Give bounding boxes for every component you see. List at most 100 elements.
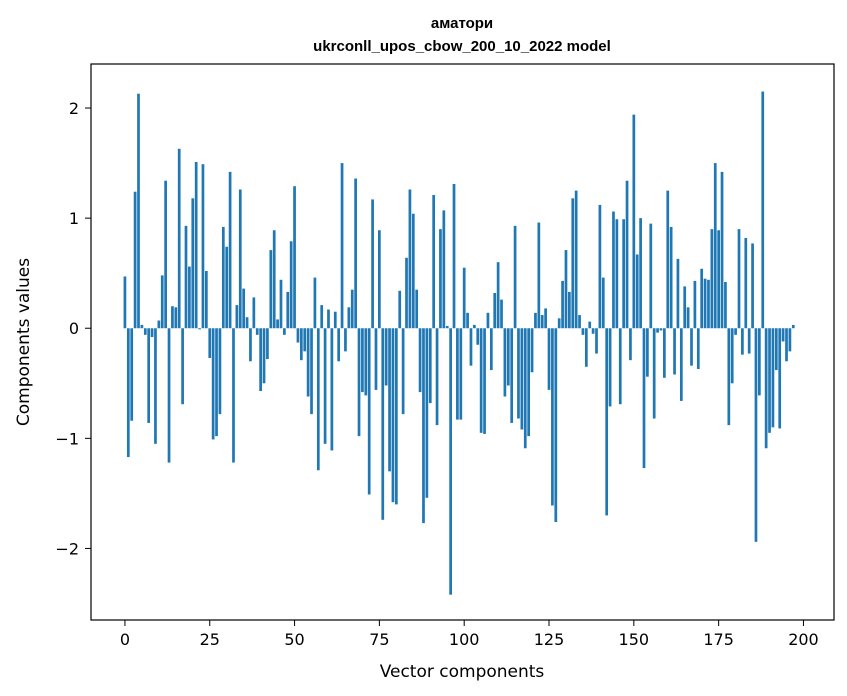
bar (747, 328, 751, 354)
bar (513, 225, 517, 329)
bar (184, 225, 188, 329)
plot-area-frame (90, 63, 835, 621)
bar (255, 328, 259, 335)
bar (720, 171, 724, 329)
bar (527, 328, 531, 437)
bar (730, 328, 734, 384)
bar (595, 328, 598, 354)
bar (384, 328, 388, 386)
bar (469, 328, 473, 366)
bar (374, 328, 378, 390)
bar (181, 328, 184, 405)
bar (218, 328, 222, 415)
bar (517, 328, 520, 419)
x-tick-label: 0 (120, 630, 130, 649)
bar (428, 328, 432, 404)
bar (530, 328, 534, 373)
bar (537, 222, 541, 329)
bar (327, 309, 330, 329)
bar (432, 195, 436, 329)
bar (289, 241, 293, 329)
bar (479, 328, 483, 433)
bar (126, 328, 130, 458)
bar (462, 267, 466, 329)
x-tick-label: 75 (369, 630, 389, 649)
bar (540, 315, 544, 329)
bar (371, 199, 374, 329)
bar (276, 319, 279, 329)
bar (483, 328, 486, 434)
bar (751, 243, 754, 329)
bar (523, 328, 527, 449)
bar (646, 328, 649, 377)
bar (435, 328, 439, 426)
bar (568, 291, 571, 329)
bar (130, 328, 134, 421)
bar (320, 305, 324, 329)
bar (296, 328, 300, 343)
chart-subtitle: ukrconll_upos_cbow_200_10_2022 model (313, 38, 611, 55)
bar (283, 328, 286, 335)
bar (676, 258, 680, 329)
bar (764, 328, 768, 449)
bar (303, 328, 307, 352)
bar (473, 324, 476, 329)
bar (734, 328, 737, 335)
bar (157, 320, 161, 329)
bar (557, 318, 561, 329)
bar (700, 268, 704, 329)
bar (143, 328, 147, 335)
bar (547, 328, 551, 390)
bar (737, 229, 741, 329)
bar (503, 328, 507, 397)
bar (459, 328, 463, 420)
bar (232, 328, 235, 463)
bar (167, 328, 171, 463)
bar (791, 324, 795, 329)
bar (669, 226, 673, 329)
bar (228, 171, 232, 329)
bar (211, 328, 215, 440)
bar (133, 191, 137, 329)
bar (449, 328, 452, 595)
bar (693, 280, 697, 329)
bar (686, 307, 690, 329)
bar (486, 312, 490, 329)
bar (561, 280, 564, 329)
bar (347, 307, 351, 329)
bar (788, 328, 792, 352)
bar (198, 328, 201, 330)
bar (666, 190, 670, 329)
bar (456, 328, 459, 420)
bar (707, 279, 710, 329)
bar (598, 204, 602, 329)
bar (388, 328, 391, 472)
bar (171, 306, 174, 329)
bar (313, 277, 317, 329)
x-tick-label: 25 (200, 630, 220, 649)
bar (564, 250, 568, 329)
bar (235, 305, 239, 329)
bar (629, 328, 632, 361)
bar (242, 288, 246, 329)
bar (717, 230, 720, 329)
bar (690, 328, 693, 366)
bar (588, 321, 592, 329)
y-tick-label: 1 (69, 209, 79, 228)
bar (544, 308, 547, 329)
bar (422, 328, 425, 524)
bar (160, 275, 164, 329)
bar (496, 262, 500, 329)
bar (500, 299, 503, 329)
bar (635, 254, 639, 329)
bar (445, 326, 449, 329)
bar (272, 230, 276, 329)
x-tick-label: 150 (619, 630, 650, 649)
bar (551, 328, 554, 506)
bar (703, 278, 707, 329)
bar (679, 328, 683, 401)
bar (398, 290, 402, 329)
bar (238, 189, 242, 329)
bar (442, 210, 446, 329)
bar (605, 328, 609, 516)
